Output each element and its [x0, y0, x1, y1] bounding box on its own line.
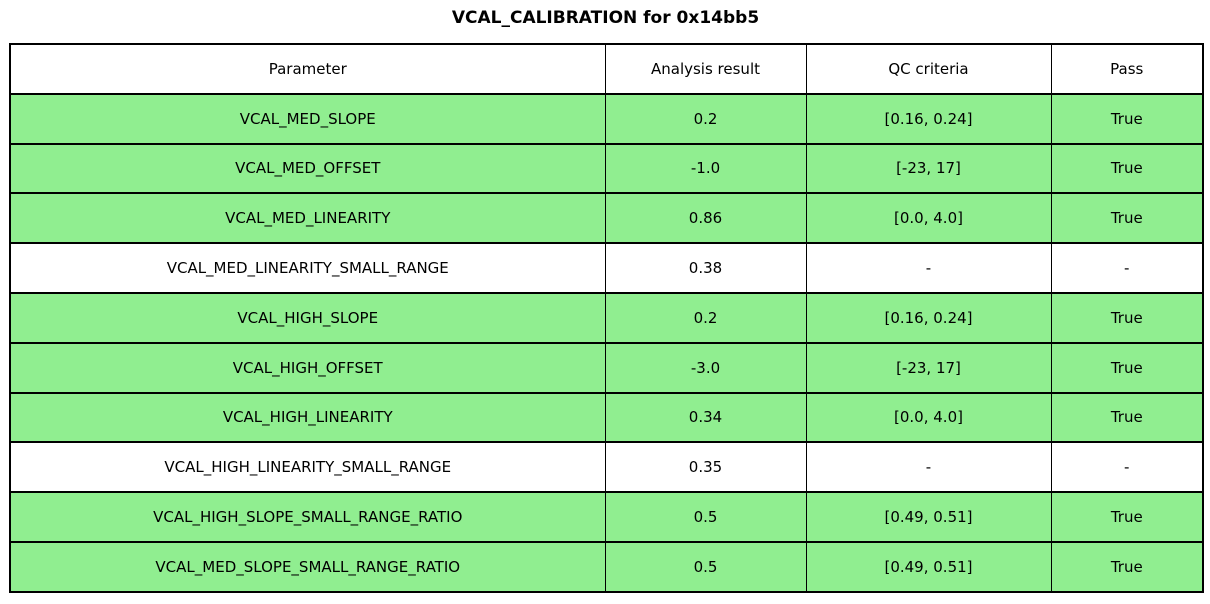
- cell-pass: True: [1050, 291, 1204, 344]
- cell-analysis-result: 0.86: [604, 192, 807, 245]
- cell-parameter: VCAL_MED_LINEARITY_SMALL_RANGE: [9, 242, 606, 294]
- cell-parameter: VCAL_HIGH_LINEARITY: [9, 391, 606, 444]
- cell-qc-criteria: [-23, 17]: [805, 341, 1052, 394]
- cell-qc-criteria: [0.0, 4.0]: [805, 391, 1052, 444]
- cell-qc-criteria: [-23, 17]: [805, 142, 1052, 195]
- cell-pass: True: [1050, 142, 1204, 195]
- cell-parameter: VCAL_HIGH_SLOPE: [9, 291, 606, 344]
- table-row: VCAL_MED_LINEARITY 0.86 [0.0, 4.0] True: [9, 192, 1204, 245]
- cell-analysis-result: -1.0: [604, 142, 807, 195]
- cell-pass: True: [1050, 540, 1204, 593]
- column-header-qc-criteria: QC criteria: [805, 43, 1052, 95]
- cell-parameter: VCAL_MED_SLOPE_SMALL_RANGE_RATIO: [9, 540, 606, 593]
- column-header-parameter: Parameter: [9, 43, 606, 95]
- cell-pass: True: [1050, 341, 1204, 394]
- cell-pass: -: [1050, 242, 1204, 294]
- cell-qc-criteria: [0.49, 0.51]: [805, 491, 1052, 543]
- cell-qc-criteria: -: [805, 242, 1052, 294]
- cell-analysis-result: 0.2: [604, 92, 807, 145]
- cell-parameter: VCAL_HIGH_OFFSET: [9, 341, 606, 394]
- header-row: Parameter Analysis result QC criteria Pa…: [9, 43, 1204, 95]
- cell-parameter: VCAL_MED_SLOPE: [9, 92, 606, 145]
- qc-results-table: Parameter Analysis result QC criteria Pa…: [9, 43, 1204, 593]
- cell-analysis-result: 0.5: [604, 540, 807, 593]
- cell-pass: True: [1050, 491, 1204, 543]
- cell-analysis-result: 0.34: [604, 391, 807, 444]
- cell-qc-criteria: -: [805, 441, 1052, 494]
- table-row: VCAL_MED_SLOPE 0.2 [0.16, 0.24] True: [9, 92, 1204, 145]
- column-header-analysis-result: Analysis result: [604, 43, 807, 95]
- cell-analysis-result: -3.0: [604, 341, 807, 394]
- table-row: VCAL_HIGH_LINEARITY_SMALL_RANGE 0.35- -: [9, 441, 1204, 494]
- cell-pass: -: [1050, 441, 1204, 494]
- cell-parameter: VCAL_HIGH_LINEARITY_SMALL_RANGE: [9, 441, 606, 494]
- table-row: VCAL_MED_OFFSET -1.0 [-23, 17] True: [9, 142, 1204, 195]
- cell-analysis-result: 0.2: [604, 291, 807, 344]
- cell-pass: True: [1050, 192, 1204, 245]
- table-row: VCAL_MED_SLOPE_SMALL_RANGE_RATIO 0.5 [0.49…: [9, 540, 1204, 593]
- table-row: VCAL_HIGH_LINEARITY 0.34 [0.0, 4.0] True: [9, 391, 1204, 444]
- cell-qc-criteria: [0.0, 4.0]: [805, 192, 1052, 245]
- table-row: VCAL_MED_LINEARITY_SMALL_RANGE 0.38- -: [9, 242, 1204, 294]
- column-header-pass: Pass: [1050, 43, 1204, 95]
- cell-parameter: VCAL_MED_LINEARITY: [9, 192, 606, 245]
- table-row: VCAL_HIGH_SLOPE_SMALL_RANGE_RATIO 0.5 [0.4…: [9, 491, 1204, 543]
- vcal-calibration-figure: VCAL_CALIBRATION for 0x14bb5 Parameter A…: [9, 0, 1204, 593]
- table-row: VCAL_HIGH_OFFSET -3.0 [-23, 17] True: [9, 341, 1204, 394]
- cell-pass: True: [1050, 92, 1204, 145]
- cell-qc-criteria: [0.16, 0.24]: [805, 92, 1052, 145]
- cell-analysis-result: 0.5: [604, 491, 807, 543]
- table-row: VCAL_HIGH_SLOPE 0.2 [0.16, 0.24] True: [9, 291, 1204, 344]
- cell-analysis-result: 0.35: [604, 441, 807, 494]
- cell-parameter: VCAL_HIGH_SLOPE_SMALL_RANGE_RATIO: [9, 491, 606, 543]
- cell-pass: True: [1050, 391, 1204, 444]
- figure-title: VCAL_CALIBRATION for 0x14bb5: [451, 8, 760, 28]
- cell-analysis-result: 0.38: [604, 242, 807, 294]
- cell-qc-criteria: [0.49, 0.51]: [805, 540, 1052, 593]
- cell-parameter: VCAL_MED_OFFSET: [9, 142, 606, 195]
- cell-qc-criteria: [0.16, 0.24]: [805, 291, 1052, 344]
